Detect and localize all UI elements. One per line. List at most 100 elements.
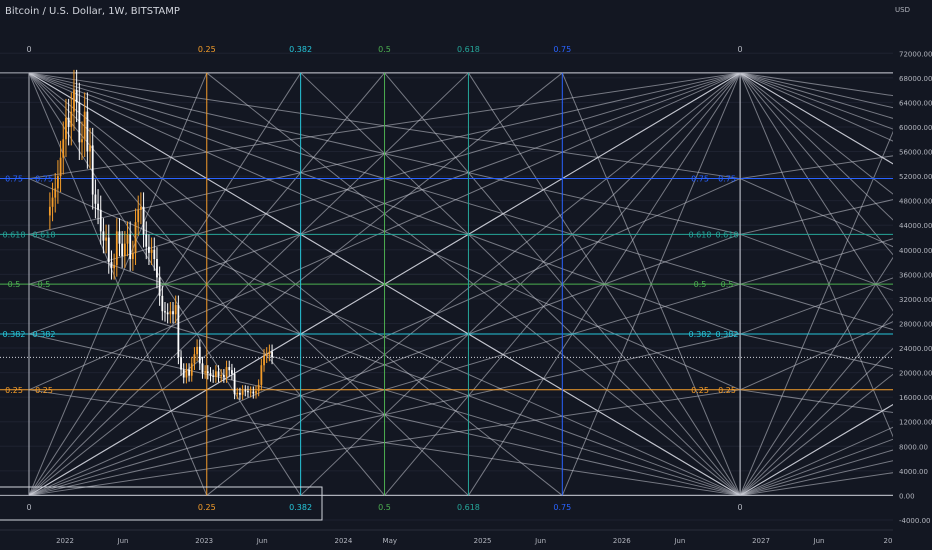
candle-body [153, 249, 156, 260]
price-level-label: 0.5 [8, 280, 21, 289]
time-tick-label: Jun [256, 537, 268, 545]
price-level-label: 0.25 [5, 386, 23, 395]
fan-line [739, 226, 932, 285]
price-level-label: 0.25 [35, 386, 53, 395]
candle-body [105, 237, 107, 241]
candle-body [67, 117, 70, 127]
time-level-label-bottom: 0 [26, 503, 31, 512]
candle-body [225, 367, 228, 377]
candle-body [57, 176, 59, 189]
level-labels: 0.25 0.25 0.25 0.25 0.382 0.382 0.382 0.382 0.5 0… [0, 45, 925, 521]
candle-body [73, 90, 75, 112]
grid-layer [0, 52, 893, 521]
time-tick-label: May [383, 537, 397, 545]
fan-line [739, 437, 932, 496]
candle-body [228, 367, 231, 371]
candle-body [131, 252, 134, 260]
candle-body [139, 206, 142, 210]
time-tick-label: 2024 [334, 537, 352, 545]
candle-body [220, 375, 223, 377]
time-level-label-top: 0 [26, 45, 31, 54]
fan-line [739, 72, 932, 131]
candle-body [51, 197, 54, 207]
candle-body [102, 231, 105, 241]
candle-body [188, 369, 190, 376]
price-level-lines [0, 72, 893, 496]
price-level-label: 0.25 [718, 386, 736, 395]
fan-line [739, 72, 932, 188]
candle-body [222, 375, 225, 377]
candle-body [204, 371, 207, 373]
time-level-label-bottom: 0.618 [457, 503, 480, 512]
candle-body [59, 157, 62, 177]
candle-body [70, 111, 73, 127]
price-level-label: 0.618 [3, 230, 26, 239]
candle-body [75, 90, 78, 103]
candle-body [164, 311, 166, 313]
time-level-label-top: 0.5 [378, 45, 391, 54]
candle-body [257, 384, 260, 392]
price-axis-bg [893, 0, 932, 550]
candle-body [107, 237, 110, 263]
candle-body [148, 246, 150, 253]
candle-body [65, 117, 67, 140]
fan-line [740, 72, 932, 102]
candle-body [137, 209, 140, 223]
candle-body [193, 354, 196, 364]
price-level-label: 0.382 [33, 330, 56, 339]
candle-body [255, 391, 257, 394]
price-tick-label: 28000.00 [899, 320, 932, 328]
time-axis[interactable]: 2022 Jun 2023 Jun 2024 May 2025 Jun 2026 Jun 2027 J… [0, 529, 893, 545]
time-level-label-bottom: 0.25 [198, 503, 216, 512]
time-tick-label: 2027 [752, 537, 770, 545]
price-level-label: 0.75 [5, 175, 23, 184]
candle-body [158, 277, 161, 296]
candle-body [177, 305, 180, 358]
price-level-label: 0.382 [716, 330, 739, 339]
candle-body [217, 371, 220, 377]
fan-line [740, 466, 932, 496]
time-level-label-top: 0.618 [457, 45, 480, 54]
price-axis[interactable]: 22483.003d 7h72000.0068000.0064000.00600… [893, 0, 932, 550]
price-tick-label: 32000.00 [899, 296, 932, 304]
candle-body [247, 391, 249, 393]
fan-line [739, 72, 932, 118]
price-tick-label: 24000.00 [899, 345, 932, 353]
candle-body [78, 102, 81, 143]
candle-body [201, 363, 204, 373]
price-tick-label: 20000.00 [899, 370, 932, 378]
candle-body [110, 262, 113, 269]
candle-body [97, 203, 99, 210]
fan-line [739, 342, 932, 496]
fan-line [739, 72, 932, 259]
candle-body [142, 206, 145, 235]
time-level-label-top: 0.75 [553, 45, 571, 54]
fan-line [739, 72, 932, 226]
candle-body [236, 392, 239, 395]
candle-body [198, 346, 201, 364]
candle-body [196, 346, 199, 355]
candle-body [260, 365, 263, 385]
candle-body [48, 206, 51, 216]
candle-body [271, 351, 273, 358]
candle-body [244, 390, 247, 392]
candle-body [145, 234, 148, 247]
candle-body [249, 391, 252, 393]
candle-body [241, 390, 244, 395]
candle-body [166, 312, 169, 315]
candle-body [62, 139, 65, 158]
fan-line [739, 233, 932, 306]
price-tick-label: 0.00 [899, 492, 915, 500]
price-level-label: 0.5 [721, 280, 734, 289]
price-level-label: 0.75 [718, 175, 736, 184]
time-level-label-bottom: 0.382 [289, 503, 312, 512]
price-tick-label: 12000.00 [899, 419, 932, 427]
candlestick-series [48, 69, 273, 400]
candle-body [126, 234, 129, 244]
price-level-label: 0.25 [691, 386, 709, 395]
candle-body [263, 356, 265, 366]
price-tick-label: 68000.00 [899, 75, 932, 83]
candle-body [134, 222, 137, 253]
candle-body [54, 188, 57, 198]
